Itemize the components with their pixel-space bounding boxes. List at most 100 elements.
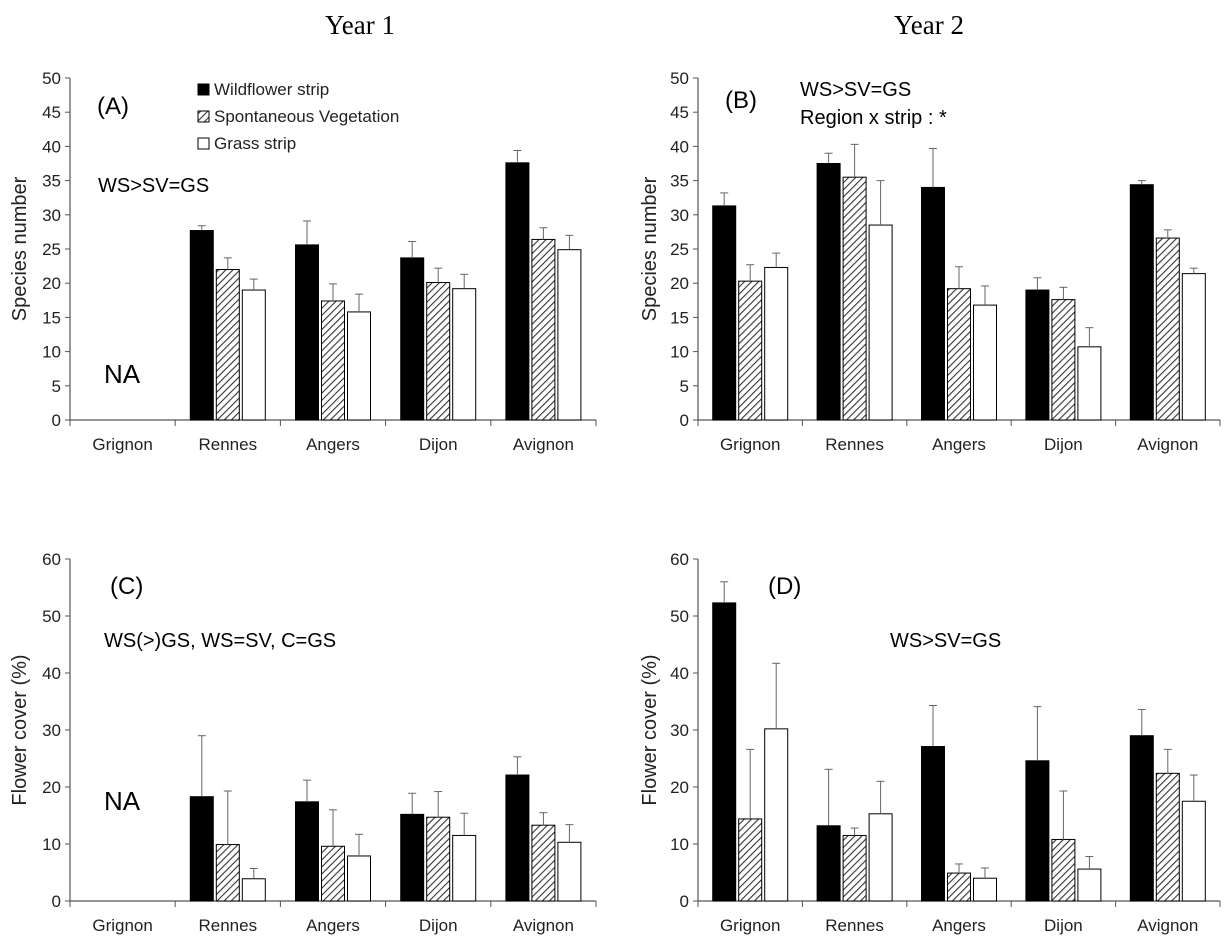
y-tick-label: 15 [670,308,689,327]
bar [816,825,841,902]
bar [842,176,867,421]
bar [295,244,319,421]
significance-annotation: WS>SV=GS [98,175,209,197]
bar [400,257,425,421]
bar [557,249,582,421]
bar [295,801,319,902]
bar [1051,838,1076,902]
x-tick-label: Angers [306,916,360,935]
y-tick-label: 0 [680,892,689,911]
bar [738,280,763,421]
na-label: NA [104,359,141,389]
y-tick-label: 10 [42,343,61,362]
bar [1129,184,1154,421]
x-tick-label: Grignon [720,916,780,935]
bar [426,282,451,421]
x-tick-label: Grignon [720,435,780,454]
panel-label: (C) [110,573,143,600]
y-tick-label: 45 [42,103,61,122]
x-tick-label: Rennes [198,916,257,935]
y-axis-label: Flower cover (%) [9,654,31,805]
bar [189,796,214,902]
y-tick-label: 50 [42,607,61,626]
y-tick-label: 30 [670,721,689,740]
x-tick-label: Angers [932,916,986,935]
x-tick-label: Avignon [513,435,574,454]
bar [868,224,893,421]
significance-annotation: WS>SV=GS [800,79,911,101]
bar [1155,772,1180,902]
bar [921,746,945,902]
x-tick-label: Grignon [92,435,152,454]
bar [505,162,530,421]
y-tick-label: 30 [670,206,689,225]
bar [1077,868,1102,902]
panel-label: (A) [97,93,129,120]
y-tick-label: 0 [680,411,689,430]
bar [816,163,841,421]
bar [321,845,345,902]
x-tick-label: Angers [306,435,360,454]
y-tick-label: 60 [670,550,689,569]
bar [426,816,451,902]
significance-annotation: WS(>)GS, WS=SV, C=GS [104,630,336,652]
y-axis-label: Species number [9,176,31,321]
bar [1077,346,1102,421]
bar [738,818,763,902]
bar [1155,237,1180,421]
bar [947,288,971,421]
y-axis-label: Species number [639,176,661,321]
bar [347,855,371,902]
significance-annotation: Region x strip : * [800,107,947,129]
y-tick-label: 10 [670,343,689,362]
bar [712,602,737,902]
bar [973,877,997,902]
significance-annotation: WS>SV=GS [890,630,1001,652]
column-title-year-1: Year 1 [325,10,395,40]
y-tick-label: 30 [42,206,61,225]
legend-swatch [197,137,210,150]
bar [921,186,945,421]
x-tick-label: Avignon [1137,435,1198,454]
x-tick-label: Avignon [1137,916,1198,935]
y-tick-label: 50 [42,69,61,88]
y-tick-label: 40 [42,137,61,156]
bar [1129,735,1154,902]
x-tick-label: Rennes [825,435,884,454]
y-tick-label: 20 [670,778,689,797]
y-tick-label: 15 [42,308,61,327]
bar [531,824,556,902]
legend-swatch [197,110,210,123]
bar [973,304,997,421]
panel-label: (D) [768,573,801,600]
bar [764,266,789,421]
y-tick-label: 25 [670,240,689,259]
bar [531,238,556,421]
x-tick-label: Avignon [513,916,574,935]
bar [1181,800,1206,902]
y-tick-label: 35 [42,172,61,191]
bar [321,300,345,421]
bar [400,813,425,902]
y-tick-label: 35 [670,172,689,191]
bar [1181,273,1206,421]
legend-label: Grass strip [214,134,296,153]
x-tick-label: Grignon [92,916,152,935]
y-tick-label: 10 [670,835,689,854]
x-tick-label: Rennes [198,435,257,454]
x-tick-label: Dijon [1044,435,1083,454]
y-tick-label: 5 [52,377,61,396]
y-tick-label: 20 [42,274,61,293]
bar [842,834,867,902]
bar [1025,289,1050,421]
na-label: NA [104,786,141,816]
legend-label: Wildflower strip [214,80,329,99]
bar [347,311,371,421]
bar [241,878,266,902]
y-tick-label: 45 [670,103,689,122]
bar [452,288,477,421]
bar [712,205,737,421]
y-tick-label: 0 [52,411,61,430]
bar [947,872,971,902]
y-tick-label: 40 [42,664,61,683]
